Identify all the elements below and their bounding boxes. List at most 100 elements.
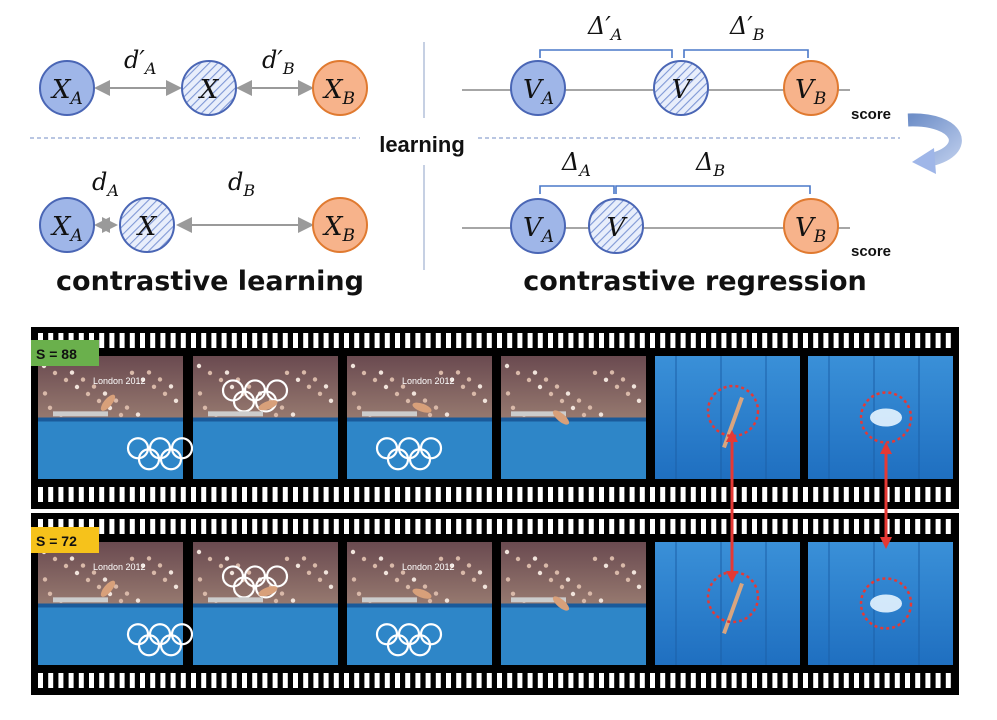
sprocket-hole [915,487,921,502]
learning-bottom-row: XA X XB dA dB [39,168,368,253]
sprocket-hole [456,673,462,688]
sprocket-hole [272,487,278,502]
sprocket-hole [517,673,523,688]
sprocket-hole [446,519,451,534]
regression-bottom-row: VA V VB ΔA ΔB score [462,148,891,260]
sprocket-hole [803,673,808,688]
sprocket-hole [803,333,808,348]
sprocket-hole [272,333,278,348]
film-strip-72: London 2012 London 2012 [31,513,959,695]
sprocket-hole [313,519,319,534]
score-label-bottom: score [851,243,891,260]
sprocket-hole [629,487,635,502]
sprocket-hole [221,519,227,534]
sprocket-hole [548,487,553,502]
sprocket-hole [629,519,635,534]
sprocket-hole [925,519,931,534]
sprocket-hole [752,333,757,348]
sprocket-hole [599,673,604,688]
sprocket-hole [160,673,166,688]
sprocket-hole [435,519,441,534]
sprocket-hole [925,487,931,502]
label-d-a: dA [92,168,119,200]
video-frame: London 2012 [38,356,194,479]
sprocket-hole [915,673,921,688]
sprocket-hole [843,519,849,534]
sprocket-hole [609,487,615,502]
sprocket-hole [201,673,207,688]
sprocket-hole [364,519,370,534]
sprocket-hole [558,487,564,502]
sprocket-hole [639,333,645,348]
sprocket-hole [323,333,329,348]
sprocket-hole [384,519,390,534]
sprocket-hole [599,487,604,502]
sprocket-hole [354,487,360,502]
sprocket-hole [150,673,156,688]
sprocket-hole [711,519,717,534]
sprocket-hole [680,487,686,502]
node-xa-bottom [39,197,95,253]
node-vb-top [783,60,839,116]
sprocket-hole [333,487,339,502]
sprocket-hole [568,333,574,348]
regression-top-row: VA V VB Δ′A Δ′B score [462,12,891,123]
sprocket-hole [945,333,951,348]
sprocket-hole [833,673,839,688]
sprocket-hole [395,673,400,688]
sprocket-hole [782,333,788,348]
sprocket-hole [272,519,278,534]
sprocket-hole [282,673,288,688]
sprocket-hole [721,487,727,502]
sprocket-hole [854,487,859,502]
sprocket-hole [476,673,482,688]
sprocket-hole [129,519,135,534]
sprocket-hole [435,333,441,348]
sprocket-hole [568,487,574,502]
right-panel-caption: contrastive regression [523,266,867,297]
sprocket-hole [752,487,757,502]
sprocket-hole [354,673,360,688]
sprocket-hole [854,519,859,534]
sprocket-hole [140,487,145,502]
sprocket-hole [721,519,727,534]
sprocket-hole [894,333,900,348]
sprocket-hole [170,673,176,688]
sprocket-hole [752,673,757,688]
sprocket-hole [242,487,247,502]
sprocket-hole [843,487,849,502]
label-d-prime-b: d′B [262,46,295,78]
sprocket-hole [884,673,890,688]
sprocket-hole [813,487,819,502]
sprocket-hole [231,487,237,502]
sprocket-hole [180,673,186,688]
sprocket-hole [282,333,288,348]
sprocket-hole [864,487,870,502]
sprocket-hole [803,487,808,502]
sprocket-hole [639,487,645,502]
sprocket-hole [497,673,502,688]
video-frame: London 2012 [347,356,492,479]
sprocket-hole [78,519,84,534]
sprocket-hole [762,519,768,534]
sprocket-hole [497,487,502,502]
label-delta-a: ΔA [561,148,591,180]
sprocket-hole [170,333,176,348]
node-v-top [653,60,709,116]
sprocket-hole [303,333,309,348]
sprocket-hole [231,333,237,348]
sprocket-hole [119,519,125,534]
sprocket-hole [425,487,431,502]
sprocket-hole [507,487,513,502]
score-label-top: score [851,106,891,123]
sprocket-hole [68,519,74,534]
sprocket-hole [150,487,156,502]
sprocket-hole [772,673,778,688]
sprocket-hole [191,487,196,502]
sprocket-hole [129,673,135,688]
sprocket-hole [731,519,737,534]
sprocket-hole [201,519,207,534]
svg-text:VA: VA [523,213,554,247]
sprocket-hole [588,519,594,534]
sprocket-hole [537,333,543,348]
